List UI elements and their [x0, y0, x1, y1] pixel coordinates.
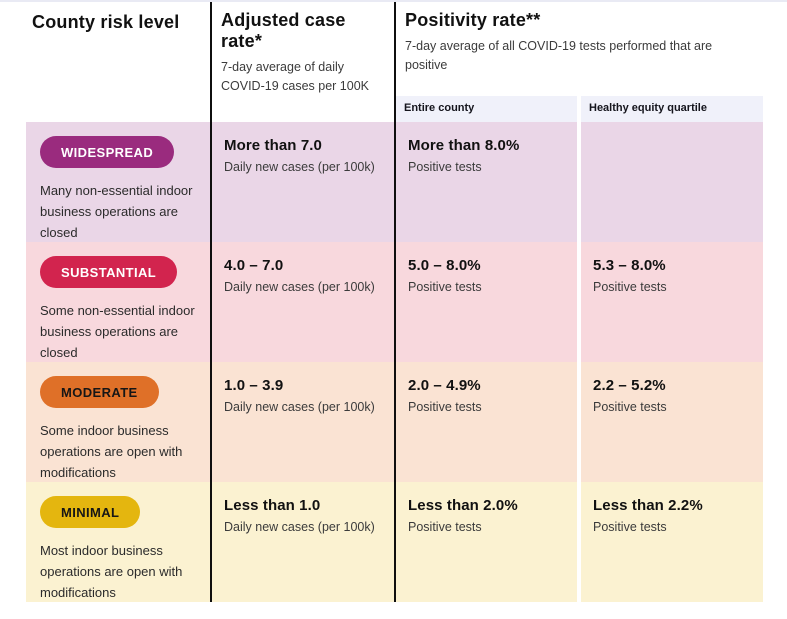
- tier-description: Many non-essential indoor business opera…: [40, 183, 193, 240]
- entire-county-cell: 5.0 – 8.0% Positive tests: [394, 242, 577, 362]
- right-margin: [763, 482, 787, 602]
- entire-county-cell: 2.0 – 4.9% Positive tests: [394, 362, 577, 482]
- right-margin: [763, 362, 787, 482]
- positivity-subheader-band: Entire county Healthy equity quartile: [0, 96, 787, 122]
- equity-quartile-sublabel: Positive tests: [593, 400, 667, 414]
- tier-description: Some indoor business operations are open…: [40, 423, 183, 480]
- entire-county-value: 2.0 – 4.9%: [408, 377, 481, 394]
- case-rate-cell: 4.0 – 7.0 Daily new cases (per 100k): [210, 242, 394, 362]
- equity-quartile-value: Less than 2.2%: [593, 497, 703, 514]
- column-gap: [577, 482, 581, 602]
- subheader-spacer-col2: [210, 96, 394, 122]
- column-gap: [577, 362, 581, 482]
- column-header-case-rate: Adjusted case rate* 7-day average of dai…: [210, 2, 394, 130]
- tier-cell: WIDESPREAD Many non-essential indoor bus…: [26, 122, 210, 242]
- entire-county-value: Less than 2.0%: [408, 497, 518, 514]
- left-margin: [0, 122, 26, 242]
- case-rate-value: 4.0 – 7.0: [224, 257, 284, 274]
- case-rate-cell: More than 7.0 Daily new cases (per 100k): [210, 122, 394, 242]
- right-margin: [763, 2, 787, 96]
- subheader-entire-county: Entire county: [394, 96, 577, 122]
- case-rate-value: More than 7.0: [224, 137, 322, 154]
- equity-quartile-label: Healthy equity quartile: [589, 102, 707, 114]
- left-margin: [0, 96, 26, 122]
- equity-quartile-sublabel: Positive tests: [593, 520, 667, 534]
- positivity-subtitle: 7-day average of all COVID-19 tests perf…: [405, 39, 713, 72]
- equity-quartile-cell: [581, 122, 763, 242]
- table-row-moderate: MODERATE Some indoor business operations…: [0, 362, 787, 482]
- column-gap: [577, 96, 581, 122]
- tier-description: Most indoor business operations are open…: [40, 543, 183, 600]
- right-margin: [763, 242, 787, 362]
- entire-county-value: 5.0 – 8.0%: [408, 257, 481, 274]
- table-header: County risk level Adjusted case rate* 7-…: [0, 2, 787, 130]
- left-margin: [0, 362, 26, 482]
- table-row-minimal: MINIMAL Most indoor business operations …: [0, 482, 787, 602]
- case-rate-label: Daily new cases (per 100k): [224, 160, 375, 174]
- left-margin: [0, 242, 26, 362]
- entire-county-sublabel: Positive tests: [408, 160, 482, 174]
- tier-description: Some non-essential indoor business opera…: [40, 303, 195, 360]
- tier-badge-moderate: MODERATE: [40, 376, 159, 408]
- subheader-equity-quartile: Healthy equity quartile: [581, 96, 763, 122]
- tier-badge-minimal: MINIMAL: [40, 496, 141, 528]
- right-margin: [763, 96, 787, 122]
- column-gap: [577, 242, 581, 362]
- entire-county-label: Entire county: [404, 102, 475, 114]
- equity-quartile-value: 5.3 – 8.0%: [593, 257, 666, 274]
- table-row-widespread: WIDESPREAD Many non-essential indoor bus…: [0, 122, 787, 242]
- entire-county-cell: Less than 2.0% Positive tests: [394, 482, 577, 602]
- case-rate-label: Daily new cases (per 100k): [224, 520, 375, 534]
- case-rate-cell: 1.0 – 3.9 Daily new cases (per 100k): [210, 362, 394, 482]
- entire-county-sublabel: Positive tests: [408, 520, 482, 534]
- entire-county-sublabel: Positive tests: [408, 400, 482, 414]
- positivity-title: Positivity rate**: [405, 10, 541, 30]
- entire-county-value: More than 8.0%: [408, 137, 520, 154]
- right-margin: [763, 122, 787, 242]
- equity-quartile-cell: Less than 2.2% Positive tests: [581, 482, 763, 602]
- equity-quartile-value: 2.2 – 5.2%: [593, 377, 666, 394]
- tier-badge-widespread: WIDESPREAD: [40, 136, 175, 168]
- column-header-positivity: Positivity rate** 7-day average of all C…: [394, 2, 763, 96]
- equity-quartile-cell: 5.3 – 8.0% Positive tests: [581, 242, 763, 362]
- column-header-risk-level: County risk level: [26, 2, 210, 96]
- case-rate-value: 1.0 – 3.9: [224, 377, 284, 394]
- tier-cell: SUBSTANTIAL Some non-essential indoor bu…: [26, 242, 210, 362]
- tier-badge-substantial: SUBSTANTIAL: [40, 256, 178, 288]
- case-rate-label: Daily new cases (per 100k): [224, 280, 375, 294]
- entire-county-cell: More than 8.0% Positive tests: [394, 122, 577, 242]
- table-row-substantial: SUBSTANTIAL Some non-essential indoor bu…: [0, 242, 787, 362]
- tier-cell: MODERATE Some indoor business operations…: [26, 362, 210, 482]
- risk-level-title: County risk level: [32, 12, 180, 32]
- entire-county-sublabel: Positive tests: [408, 280, 482, 294]
- case-rate-title: Adjusted case rate*: [221, 10, 346, 51]
- column-gap: [577, 122, 581, 242]
- subheader-spacer-col1: [26, 96, 210, 122]
- tier-cell: MINIMAL Most indoor business operations …: [26, 482, 210, 602]
- equity-quartile-cell: 2.2 – 5.2% Positive tests: [581, 362, 763, 482]
- case-rate-cell: Less than 1.0 Daily new cases (per 100k): [210, 482, 394, 602]
- bottom-whitespace: [0, 602, 787, 619]
- case-rate-value: Less than 1.0: [224, 497, 321, 514]
- equity-quartile-sublabel: Positive tests: [593, 280, 667, 294]
- left-margin: [0, 482, 26, 602]
- left-margin: [0, 2, 26, 96]
- case-rate-label: Daily new cases (per 100k): [224, 400, 375, 414]
